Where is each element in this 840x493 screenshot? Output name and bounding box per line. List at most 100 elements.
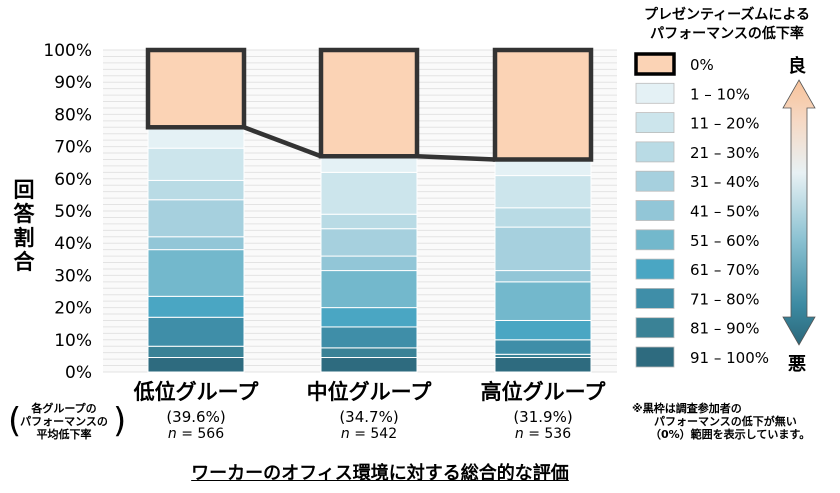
group-average: (31.9%) xyxy=(513,408,573,426)
bar-segment xyxy=(494,319,592,341)
legend-label: 91 – 100% xyxy=(690,349,769,367)
legend-label: 51 – 60% xyxy=(690,232,759,250)
bar-segment xyxy=(494,158,592,177)
legend-label: 11 – 20% xyxy=(690,115,759,133)
bar-segment xyxy=(320,255,418,272)
right-paren: ) xyxy=(113,401,126,441)
group-label-mid: 中位グループ (34.7%) n = 542 xyxy=(284,376,454,442)
y-axis-label: 回答割合 xyxy=(4,178,44,274)
bar-segment xyxy=(494,207,592,228)
legend-title-line: プレゼンティーズムによる xyxy=(643,7,811,23)
bar-segment xyxy=(494,281,592,321)
y-tick-label: 10% xyxy=(54,331,92,351)
bar-segment xyxy=(147,345,245,359)
left-paren: ( xyxy=(8,401,21,441)
legend-swatch xyxy=(635,346,675,368)
legend-label: 41 – 50% xyxy=(690,203,759,221)
y-tick-label: 100% xyxy=(43,41,92,61)
group-name: 中位グループ xyxy=(306,380,432,404)
bar-segment xyxy=(320,270,418,309)
group-name: 高位グループ xyxy=(480,380,606,404)
y-tick-label: 70% xyxy=(54,138,92,158)
y-tick-label: 30% xyxy=(54,266,92,286)
bar-segment xyxy=(320,326,418,349)
y-tick-label: 90% xyxy=(54,73,92,93)
zero-range-connector xyxy=(416,154,496,162)
bar-segment xyxy=(147,249,245,297)
bar-segment xyxy=(147,199,245,238)
n-symbol: n xyxy=(514,426,524,442)
bar-segment xyxy=(320,228,418,257)
legend-swatch xyxy=(635,112,675,133)
legend-label: 1 – 10% xyxy=(690,85,750,103)
legend-swatch xyxy=(635,258,675,280)
average-note-line: 各グループの xyxy=(31,402,97,415)
bar-segment xyxy=(494,357,592,373)
bar-segment xyxy=(320,307,418,328)
group-n: n = 536 xyxy=(458,426,628,442)
average-note-line: 平均低下率 xyxy=(36,428,92,441)
bar-segment xyxy=(147,295,245,318)
footnote-line: ※黒枠は調査参加者の xyxy=(632,402,742,415)
bar-segment xyxy=(320,357,418,373)
average-note-line: パフォーマンスの xyxy=(20,415,108,428)
legend-label: 0% xyxy=(690,56,714,74)
bar-segment xyxy=(320,171,418,215)
good-bad-arrow xyxy=(782,79,816,346)
y-tick-label: 80% xyxy=(54,105,92,125)
bar-segment xyxy=(494,270,592,283)
bar-segment xyxy=(320,347,418,359)
legend-swatch xyxy=(634,52,676,76)
y-axis-label-text: 回答割合 xyxy=(13,178,35,274)
legend-swatch xyxy=(635,170,675,192)
group-name: 低位グループ xyxy=(133,380,259,404)
legend-label: 31 – 40% xyxy=(690,173,759,191)
n-symbol: n xyxy=(340,426,350,442)
bar-segment xyxy=(147,316,245,347)
zero-range-frame xyxy=(318,47,420,159)
y-tick-label: 50% xyxy=(54,202,92,222)
bar-segment xyxy=(147,236,245,251)
legend-bad-label: 悪 xyxy=(788,354,806,375)
legend-title: プレゼンティーズムによる パフォーマンスの低下率 xyxy=(620,6,834,44)
legend-good-label: 良 xyxy=(788,56,806,77)
bar-segment xyxy=(494,339,592,355)
bar-segment xyxy=(320,155,418,173)
group-label-low: 低位グループ (39.6%) n = 566 xyxy=(111,376,281,442)
bar-segment xyxy=(320,49,418,157)
zero-range-connector xyxy=(243,125,322,159)
legend-label: 71 – 80% xyxy=(690,290,759,308)
group-n: n = 542 xyxy=(284,426,454,442)
legend-swatch xyxy=(635,82,675,104)
n-value: = 542 xyxy=(354,426,398,442)
x-axis-title: ワーカーのオフィス環境に対する総合的な評価 xyxy=(191,463,569,484)
footnote-line: パフォーマンスの低下が無い xyxy=(654,415,797,428)
legend-swatch xyxy=(635,141,675,163)
bar-segment xyxy=(147,49,245,128)
bar-segment xyxy=(147,179,245,201)
n-symbol: n xyxy=(167,426,177,442)
n-value: = 566 xyxy=(181,426,225,442)
zero-range-frame xyxy=(492,47,594,162)
group-average: (39.6%) xyxy=(166,408,226,426)
legend-label: 81 – 90% xyxy=(690,320,759,338)
legend-label: 21 – 30% xyxy=(690,144,759,162)
y-tick-label: 40% xyxy=(54,234,92,254)
bar-segment xyxy=(147,126,245,149)
footnote: ※黒枠は調査参加者の パフォーマンスの低下が無い （0%）範囲を表示しています。 xyxy=(632,402,837,441)
legend-title-line: パフォーマンスの低下率 xyxy=(650,26,804,42)
group-average: (34.7%) xyxy=(339,408,399,426)
bar-segment xyxy=(147,147,245,181)
bar-segment xyxy=(147,357,245,373)
legend-swatch xyxy=(635,229,675,251)
bar-segment xyxy=(494,226,592,272)
footnote-line: （0%）範囲を表示しています。 xyxy=(650,428,811,441)
zero-range-frame xyxy=(145,47,247,130)
legend-swatch xyxy=(635,287,675,309)
group-label-high: 高位グループ (31.9%) n = 536 xyxy=(458,376,628,442)
legend-swatch xyxy=(635,317,675,339)
y-tick-label: 0% xyxy=(65,363,92,383)
bar-segment xyxy=(320,213,418,230)
average-note: 各グループの パフォーマンスの 平均低下率 xyxy=(2,402,126,441)
